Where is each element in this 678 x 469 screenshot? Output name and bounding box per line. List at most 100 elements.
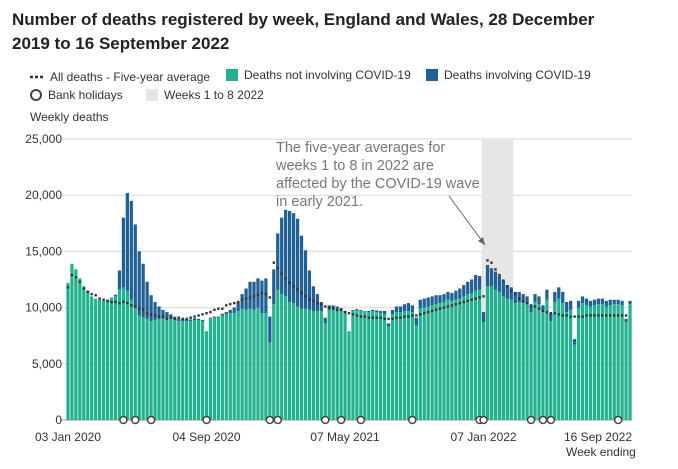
bar-not-covid: [477, 289, 482, 420]
average-point: [470, 298, 473, 301]
legend-item-weeks-1-8[interactable]: Weeks 1 to 8 2022: [146, 88, 264, 102]
bar-not-covid: [125, 290, 129, 420]
bar-covid: [505, 285, 509, 299]
bar-covid: [422, 298, 426, 308]
bar-covid: [596, 298, 600, 305]
bar-not-covid: [240, 308, 244, 420]
bar-covid: [382, 310, 387, 315]
average-point: [284, 277, 287, 280]
bar-not-covid: [600, 304, 604, 420]
legend-label-not-covid: Deaths not involving COVID-19: [244, 68, 411, 82]
bar-not-covid: [232, 313, 236, 420]
bar-not-covid: [145, 318, 149, 420]
average-point: [486, 259, 489, 262]
bar-not-covid: [580, 303, 585, 420]
bar-covid: [549, 313, 553, 322]
average-point: [466, 299, 469, 303]
bar-not-covid: [86, 290, 90, 420]
bar-not-covid: [307, 309, 312, 420]
average-point: [288, 281, 291, 285]
bar-covid: [228, 309, 232, 314]
bar-covid: [189, 319, 193, 322]
bar-covid: [232, 307, 236, 314]
bank-holiday-marker: [613, 415, 623, 425]
bar-not-covid: [513, 303, 517, 420]
average-point: [612, 314, 616, 317]
bar-not-covid: [288, 301, 292, 420]
bar-covid: [240, 294, 244, 309]
bar-covid: [430, 296, 434, 306]
bar-not-covid: [521, 303, 525, 420]
bar-not-covid: [612, 304, 616, 420]
average-point: [411, 314, 414, 317]
average-point: [549, 312, 553, 315]
bar-not-covid: [470, 292, 474, 420]
bank-holiday-marker: [131, 415, 140, 425]
bar-not-covid: [549, 321, 553, 420]
bar-not-covid: [220, 315, 224, 420]
average-point: [506, 285, 509, 288]
annotation-arrowhead: [478, 237, 485, 245]
bar-covid: [402, 304, 407, 311]
bar-covid: [608, 299, 612, 306]
bar-covid: [533, 294, 537, 302]
bar-covid: [513, 291, 517, 304]
average-point: [331, 307, 335, 310]
average-point: [328, 306, 331, 309]
legend-item-not-covid[interactable]: Deaths not involving COVID-19: [226, 68, 411, 82]
bank-holiday-marker: [202, 415, 211, 425]
average-point: [189, 316, 192, 319]
bar-covid: [537, 296, 541, 305]
bar-not-covid: [276, 289, 280, 420]
bar-not-covid: [430, 305, 434, 420]
bar-covid: [569, 300, 573, 310]
x-tick-label: 04 Sep 2020: [172, 430, 240, 444]
legend-item-average[interactable]: All deaths - Five-year average: [30, 70, 210, 84]
bar-not-covid: [402, 310, 407, 420]
bar-covid: [501, 280, 505, 297]
bar-covid: [576, 300, 581, 308]
legend-item-bank-holidays[interactable]: Bank holidays: [30, 88, 123, 102]
bar-covid: [561, 291, 565, 304]
legend-label-average: All deaths - Five-year average: [50, 70, 211, 84]
average-point: [268, 296, 272, 299]
bar-not-covid: [454, 299, 458, 420]
bank-holiday-marker: [356, 415, 366, 425]
bar-covid: [584, 298, 589, 306]
bar-not-covid: [462, 296, 466, 420]
bar-covid: [557, 287, 561, 299]
bar-not-covid: [347, 332, 351, 420]
bar-covid: [351, 310, 355, 311]
bar-not-covid: [236, 310, 240, 420]
bar-covid: [248, 281, 252, 309]
bar-not-covid: [529, 312, 533, 420]
bar-covid: [434, 295, 438, 305]
average-point: [82, 287, 86, 290]
average-point: [181, 317, 184, 321]
bar-not-covid: [624, 322, 628, 420]
average-point: [533, 305, 537, 308]
bar-not-covid: [466, 294, 470, 420]
bar-not-covid: [533, 301, 537, 420]
average-point: [601, 314, 604, 317]
average-point: [296, 288, 299, 291]
bar-covid: [406, 303, 410, 311]
average-point: [557, 313, 560, 316]
average-point: [78, 280, 82, 283]
average-point: [114, 300, 117, 304]
legend-item-covid[interactable]: Deaths involving COVID-19: [426, 68, 591, 82]
average-point: [363, 315, 367, 318]
average-point: [193, 315, 196, 318]
bar-not-covid: [129, 299, 133, 420]
bar-not-covid: [137, 315, 141, 420]
bar-not-covid: [90, 296, 94, 420]
bar-not-covid: [485, 286, 490, 420]
bar-covid: [600, 298, 604, 305]
average-point: [517, 297, 521, 300]
bar-covid: [208, 317, 213, 319]
bar-not-covid: [109, 297, 114, 420]
bar-not-covid: [517, 301, 521, 420]
bar-not-covid: [248, 308, 252, 420]
bar-not-covid: [291, 303, 296, 420]
